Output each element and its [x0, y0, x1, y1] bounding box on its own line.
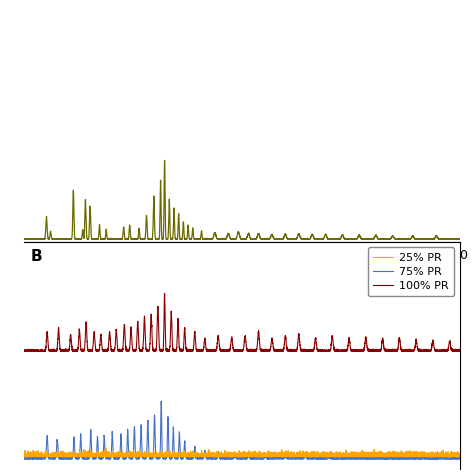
- 75% PR: [279, 456, 284, 462]
- 25% PR: [179, 453, 184, 459]
- 100% PR: [457, 348, 463, 354]
- 75% PR: [292, 456, 298, 462]
- 75% PR: [158, 398, 164, 404]
- 100% PR: [344, 348, 350, 354]
- 25% PR: [279, 449, 284, 455]
- 75% PR: [21, 456, 27, 462]
- 25% PR: [298, 452, 304, 457]
- 100% PR: [21, 348, 27, 354]
- 75% PR: [298, 456, 304, 461]
- Line: 75% PR: 75% PR: [24, 401, 460, 459]
- 100% PR: [179, 348, 184, 354]
- Legend: 25% PR, 75% PR, 100% PR: 25% PR, 75% PR, 100% PR: [368, 247, 454, 296]
- 75% PR: [457, 455, 463, 461]
- 75% PR: [344, 456, 350, 462]
- 100% PR: [442, 348, 447, 354]
- 100% PR: [43, 347, 48, 353]
- 25% PR: [21, 451, 27, 457]
- 25% PR: [344, 451, 350, 457]
- 75% PR: [367, 456, 373, 462]
- 25% PR: [43, 451, 48, 457]
- 25% PR: [435, 454, 440, 460]
- 25% PR: [457, 451, 463, 456]
- 100% PR: [162, 291, 167, 296]
- 75% PR: [179, 456, 184, 461]
- 100% PR: [279, 347, 284, 353]
- 25% PR: [367, 452, 373, 458]
- Text: B: B: [30, 248, 42, 264]
- 25% PR: [103, 446, 109, 451]
- X-axis label: 2 theta (degree): 2 theta (degree): [185, 264, 299, 278]
- 100% PR: [298, 346, 304, 351]
- 75% PR: [43, 455, 48, 461]
- Line: 25% PR: 25% PR: [24, 448, 460, 457]
- 100% PR: [367, 348, 373, 354]
- Line: 100% PR: 100% PR: [24, 293, 460, 351]
